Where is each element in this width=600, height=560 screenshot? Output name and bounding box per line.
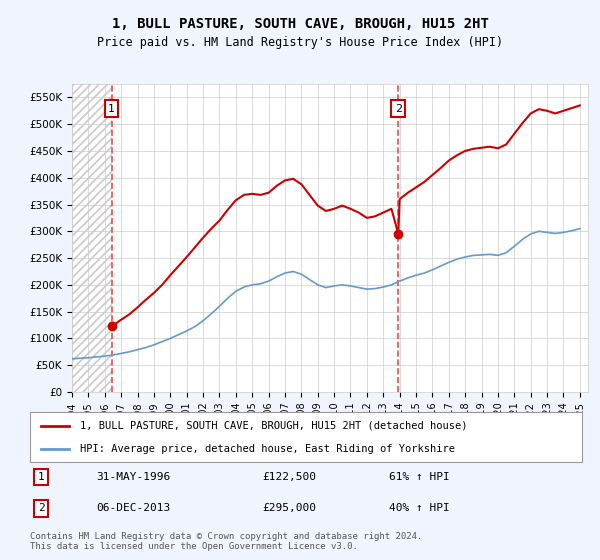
Text: Contains HM Land Registry data © Crown copyright and database right 2024.
This d: Contains HM Land Registry data © Crown c… [30,532,422,552]
Text: 40% ↑ HPI: 40% ↑ HPI [389,503,449,514]
Text: 1, BULL PASTURE, SOUTH CAVE, BROUGH, HU15 2HT (detached house): 1, BULL PASTURE, SOUTH CAVE, BROUGH, HU1… [80,421,467,431]
Text: 2: 2 [395,104,402,114]
Text: HPI: Average price, detached house, East Riding of Yorkshire: HPI: Average price, detached house, East… [80,445,455,454]
Text: 1: 1 [108,104,115,114]
Text: 2: 2 [38,503,44,514]
Text: 1, BULL PASTURE, SOUTH CAVE, BROUGH, HU15 2HT: 1, BULL PASTURE, SOUTH CAVE, BROUGH, HU1… [112,17,488,31]
Bar [72,84,112,392]
Text: Price paid vs. HM Land Registry's House Price Index (HPI): Price paid vs. HM Land Registry's House … [97,36,503,49]
Text: 61% ↑ HPI: 61% ↑ HPI [389,472,449,482]
Text: 1: 1 [38,472,44,482]
Text: 06-DEC-2013: 06-DEC-2013 [96,503,170,514]
Bar [72,84,112,392]
Text: 31-MAY-1996: 31-MAY-1996 [96,472,170,482]
Text: £295,000: £295,000 [262,503,316,514]
Text: £122,500: £122,500 [262,472,316,482]
